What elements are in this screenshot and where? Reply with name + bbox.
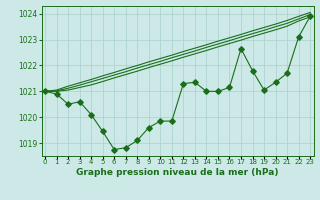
X-axis label: Graphe pression niveau de la mer (hPa): Graphe pression niveau de la mer (hPa) — [76, 168, 279, 177]
